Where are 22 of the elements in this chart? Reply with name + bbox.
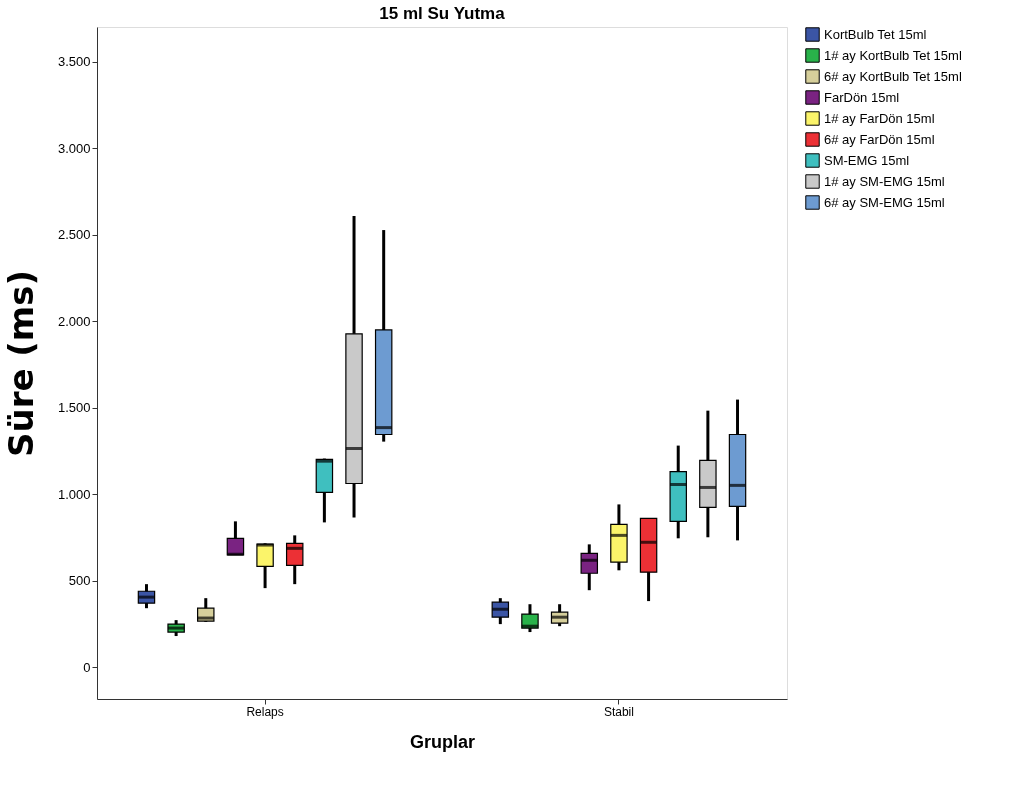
y-tick-label: 500 xyxy=(68,573,91,589)
x-tick-label: Stabil xyxy=(603,704,634,719)
x-axis-title: Gruplar xyxy=(409,731,476,752)
x-tick-label: Relaps xyxy=(246,704,284,719)
y-tick-label: 1.000 xyxy=(57,486,91,502)
legend-label: 1# ay KortBulb Tet 15ml xyxy=(824,47,962,63)
legend-label: 6# ay SM-EMG 15ml xyxy=(824,194,945,210)
legend-label: FarDön 15ml xyxy=(824,89,900,105)
legend-label: 1# ay SM-EMG 15ml xyxy=(824,173,945,189)
legend-label: SM-EMG 15ml xyxy=(824,152,910,168)
y-axis-title: Süre (ms) xyxy=(0,269,41,458)
legend-label: 6# ay KortBulb Tet 15ml xyxy=(824,68,962,84)
y-tick-label: 1.500 xyxy=(57,400,91,416)
legend-label: KortBulb Tet 15ml xyxy=(824,26,927,42)
y-tick-label: 3.500 xyxy=(57,54,91,70)
y-tick-label: 3.000 xyxy=(57,140,91,156)
chart-title: 15 ml Su Yutma xyxy=(379,4,506,23)
y-tick-label: 0 xyxy=(83,659,91,675)
legend-label: 6# ay FarDön 15ml xyxy=(824,131,935,147)
y-tick-label: 2.000 xyxy=(57,313,91,329)
legend-label: 1# ay FarDön 15ml xyxy=(824,110,935,126)
y-tick-label: 2.500 xyxy=(57,227,91,243)
